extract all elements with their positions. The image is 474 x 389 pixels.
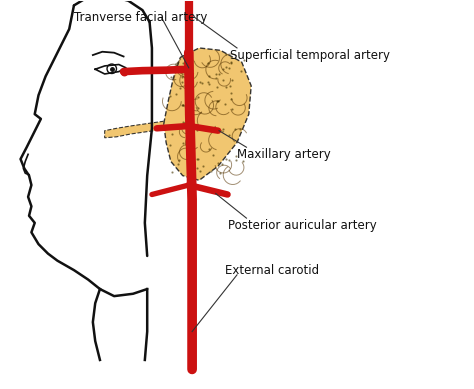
- Text: Posterior auricular artery: Posterior auricular artery: [228, 219, 376, 232]
- Text: Superficial temporal artery: Superficial temporal artery: [230, 49, 390, 61]
- Polygon shape: [105, 121, 164, 138]
- Text: Tranverse facial artery: Tranverse facial artery: [74, 11, 207, 24]
- Polygon shape: [164, 48, 251, 180]
- Text: External carotid: External carotid: [225, 264, 319, 277]
- Text: Maxillary artery: Maxillary artery: [237, 148, 331, 161]
